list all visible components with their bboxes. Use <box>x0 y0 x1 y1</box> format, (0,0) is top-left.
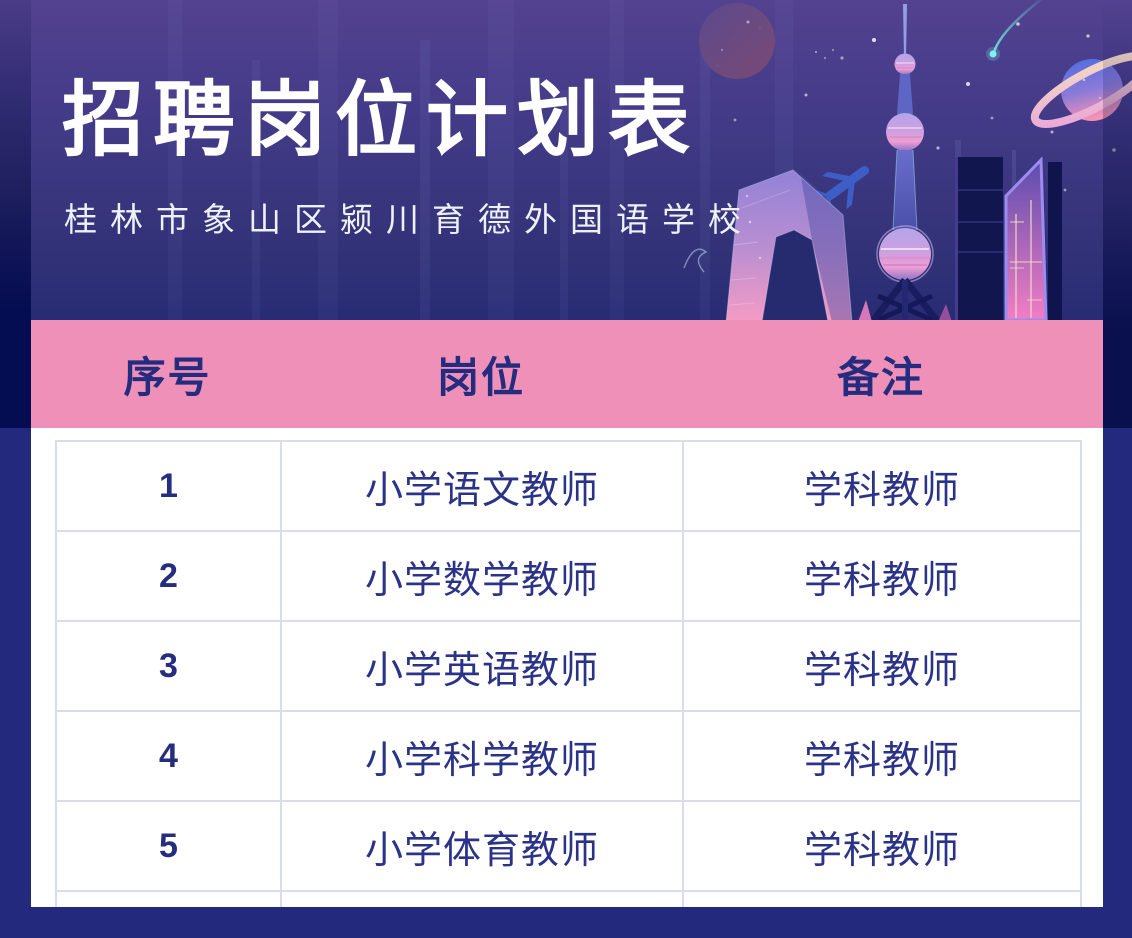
column-header-note: 备注 <box>836 353 925 401</box>
row-number: 1 <box>55 440 282 532</box>
poster-header: 招聘岗位计划表 桂林市象山区颍川育德外国语学校 序号 岗位 备注 <box>0 0 1132 428</box>
column-header-position: 岗位 <box>436 353 525 401</box>
city-buildings-icon <box>683 156 1062 322</box>
positions-table: 1 小学语文教师 学科教师 2 小学数学教师 学科教师 3 小学英语教师 学科教… <box>55 440 1082 907</box>
page-subtitle: 桂林市象山区颍川育德外国语学校 <box>64 201 754 238</box>
cctv-building-icon <box>725 169 853 323</box>
row-number: 4 <box>55 710 282 802</box>
table-row: 3 小学英语教师 学科教师 <box>55 620 1082 712</box>
note-cell: 学科教师 <box>682 620 1082 712</box>
note-cell: 学科教师 <box>682 710 1082 802</box>
row-number: 2 <box>55 530 282 622</box>
table-row: 5 小学体育教师 学科教师 <box>55 800 1082 892</box>
row-number: 5 <box>55 800 282 892</box>
position-cell: 小学数学教师 <box>280 530 684 622</box>
position-cell: 小学英语教师 <box>280 620 684 712</box>
page-title: 招聘岗位计划表 <box>62 75 700 166</box>
position-cell: 小学语文教师 <box>280 440 684 532</box>
position-cell: 小学体育教师 <box>280 800 684 892</box>
left-edge-shade <box>0 0 31 428</box>
note-cell: 学科教师 <box>682 530 1082 622</box>
column-header-no: 序号 <box>123 353 212 401</box>
right-edge-shade <box>1103 0 1132 428</box>
oriental-pearl-tower-icon <box>858 4 952 325</box>
planet-icon <box>699 3 775 79</box>
comet-icon <box>986 0 1043 61</box>
position-cell: 小学科学教师 <box>280 710 684 802</box>
table-row: 4 小学科学教师 学科教师 <box>55 710 1082 802</box>
row-number: 3 <box>55 620 282 712</box>
table-row: 1 小学语文教师 学科教师 <box>55 440 1082 532</box>
table-row: 2 小学数学教师 学科教师 <box>55 530 1082 622</box>
note-cell: 学科教师 <box>682 800 1082 892</box>
table-panel: 1 小学语文教师 学科教师 2 小学数学教师 学科教师 3 小学英语教师 学科教… <box>31 428 1103 907</box>
table-header-bar: 序号 岗位 备注 <box>31 320 1103 428</box>
note-cell: 学科教师 <box>682 440 1082 532</box>
table-row-clipped <box>55 890 1082 907</box>
